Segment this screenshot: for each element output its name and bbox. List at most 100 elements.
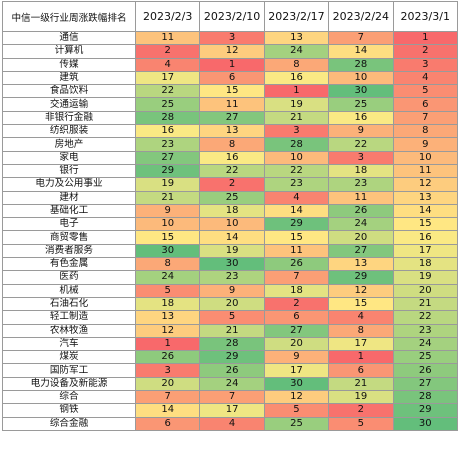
industry-name: 食品饮料 — [2, 84, 136, 99]
rank-cell: 12 — [199, 44, 265, 59]
rank-cell: 21 — [392, 296, 458, 312]
rank-cell: 9 — [263, 350, 330, 365]
industry-name: 电力及公用事业 — [2, 177, 136, 192]
table-row: 食品饮料 22 15 1 30 5 — [2, 84, 458, 99]
table-row: 机械 5 9 18 12 20 — [2, 283, 458, 298]
rank-cell: 3 — [328, 150, 394, 165]
rank-cell: 20 — [263, 336, 330, 352]
rank-cell: 27 — [199, 110, 265, 126]
header-date: 2023/2/17 — [263, 1, 330, 32]
rank-cell: 16 — [199, 150, 265, 165]
rank-cell: 20 — [328, 230, 394, 245]
rank-cell: 8 — [392, 124, 458, 139]
table-row: 消费者服务 30 19 11 27 17 — [2, 243, 458, 259]
rank-cell: 21 — [199, 323, 265, 338]
rank-cell: 15 — [328, 296, 394, 312]
rank-cell: 11 — [328, 190, 394, 205]
rank-cell: 15 — [134, 230, 201, 245]
rank-cell: 17 — [328, 336, 394, 352]
rank-cell: 20 — [199, 296, 265, 312]
rank-cell: 29 — [392, 403, 458, 418]
table-row: 石油石化 18 20 2 15 21 — [2, 296, 458, 312]
table-row: 交通运输 25 11 19 25 6 — [2, 97, 458, 112]
industry-name: 钢铁 — [2, 403, 136, 418]
industry-name: 通信 — [2, 30, 136, 46]
industry-name: 建筑 — [2, 70, 136, 86]
table-row: 医药 24 23 7 29 19 — [2, 270, 458, 285]
rank-cell: 9 — [199, 283, 265, 298]
rank-cell: 1 — [392, 30, 458, 46]
rank-cell: 24 — [392, 336, 458, 352]
rank-cell: 10 — [263, 150, 330, 165]
header-date: 2023/2/24 — [328, 1, 394, 32]
rank-cell: 10 — [328, 70, 394, 86]
rank-cell: 14 — [199, 230, 265, 245]
rank-cell: 10 — [392, 150, 458, 165]
rank-cell: 28 — [392, 390, 458, 405]
table-row: 轻工制造 13 5 6 4 22 — [2, 310, 458, 325]
rank-cell: 18 — [392, 257, 458, 272]
rank-cell: 12 — [392, 177, 458, 192]
rank-cell: 7 — [263, 270, 330, 285]
rank-cell: 2 — [199, 177, 265, 192]
table-row: 汽车 1 28 20 17 24 — [2, 336, 458, 352]
rank-cell: 16 — [134, 124, 201, 139]
table-row: 家电 27 16 10 3 10 — [2, 150, 458, 165]
rank-cell: 17 — [134, 70, 201, 86]
rank-cell: 3 — [263, 124, 330, 139]
table-row: 综合金融 6 4 25 5 30 — [2, 416, 458, 431]
table-row: 计算机 2 12 24 14 2 — [2, 44, 458, 59]
rank-cell: 17 — [199, 403, 265, 418]
rank-cell: 30 — [328, 84, 394, 99]
rank-cell: 22 — [199, 163, 265, 179]
rank-cell: 13 — [328, 257, 394, 272]
header-date: 2023/2/3 — [134, 1, 201, 32]
rank-cell: 29 — [134, 163, 201, 179]
table-row: 煤炭 26 29 9 1 25 — [2, 350, 458, 365]
table-row: 纺织服装 16 13 3 9 8 — [2, 124, 458, 139]
industry-name: 计算机 — [2, 44, 136, 59]
rank-cell: 8 — [328, 323, 394, 338]
rank-cell: 26 — [134, 350, 201, 365]
rank-cell: 11 — [199, 97, 265, 112]
rank-cell: 6 — [134, 416, 201, 431]
rank-cell: 15 — [263, 230, 330, 245]
rank-cell: 10 — [134, 217, 201, 232]
rank-cell: 9 — [392, 137, 458, 152]
rank-cell: 8 — [134, 257, 201, 272]
rank-cell: 14 — [328, 44, 394, 59]
rank-cell: 7 — [392, 110, 458, 126]
rank-cell: 17 — [263, 363, 330, 378]
rank-cell: 2 — [392, 44, 458, 59]
rank-cell: 4 — [134, 57, 201, 72]
rank-cell: 29 — [199, 350, 265, 365]
rank-cell: 27 — [328, 243, 394, 259]
rank-cell: 12 — [263, 390, 330, 405]
rank-cell: 11 — [392, 163, 458, 179]
rank-cell: 27 — [134, 150, 201, 165]
rank-cell: 18 — [134, 296, 201, 312]
rank-cell: 23 — [134, 137, 201, 152]
rank-cell: 25 — [134, 97, 201, 112]
industry-name: 农林牧渔 — [2, 323, 136, 338]
industry-name: 有色金属 — [2, 257, 136, 272]
rank-cell: 26 — [328, 203, 394, 219]
table-row: 银行 29 22 22 18 11 — [2, 163, 458, 179]
table-row: 国防军工 3 26 17 6 26 — [2, 363, 458, 378]
table-row: 建材 21 25 4 11 13 — [2, 190, 458, 205]
rank-cell: 28 — [134, 110, 201, 126]
rank-cell: 9 — [328, 124, 394, 139]
industry-name: 银行 — [2, 163, 136, 179]
table-row: 建筑 17 6 16 10 4 — [2, 70, 458, 86]
table-row: 基础化工 9 18 14 26 14 — [2, 203, 458, 219]
rank-cell: 3 — [392, 57, 458, 72]
rank-cell: 21 — [328, 376, 394, 392]
industry-name: 传媒 — [2, 57, 136, 72]
industry-name: 非银行金融 — [2, 110, 136, 126]
industry-name: 机械 — [2, 283, 136, 298]
rank-cell: 23 — [392, 323, 458, 338]
rank-cell: 23 — [263, 177, 330, 192]
industry-name: 煤炭 — [2, 350, 136, 365]
rank-cell: 25 — [263, 416, 330, 431]
rank-cell: 22 — [263, 163, 330, 179]
